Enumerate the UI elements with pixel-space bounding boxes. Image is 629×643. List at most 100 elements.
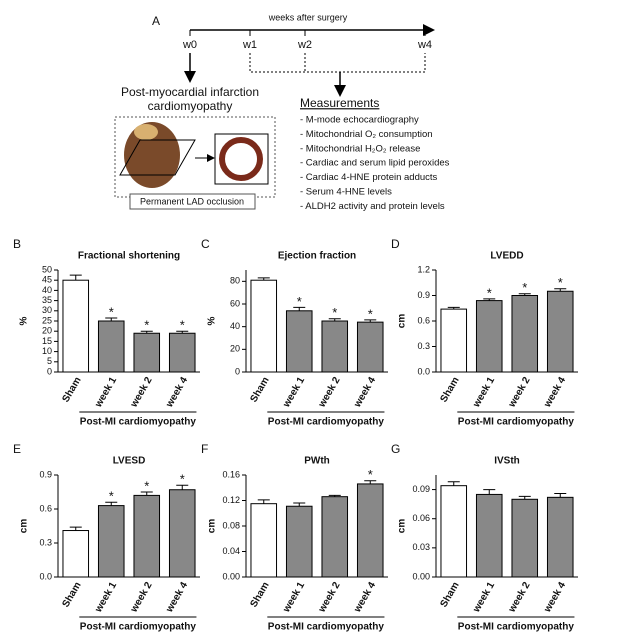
error-bar: [483, 489, 496, 495]
x-tick-label: Sham: [438, 375, 461, 404]
y-tick-label: 0.0: [417, 366, 430, 376]
y-tick-label: 80: [230, 276, 240, 286]
error-bar: [105, 501, 118, 506]
y-tick-label: 0.06: [412, 513, 430, 523]
bar: [440, 308, 468, 373]
x-tick-label: week 4: [352, 375, 379, 410]
y-tick-label: 0.3: [417, 341, 430, 351]
y-tick-label: 0.00: [222, 571, 240, 581]
error-bar: [176, 484, 189, 490]
y-tick-label: 0.9: [39, 469, 52, 479]
panel-letter: G: [391, 442, 400, 456]
error-bar: [176, 330, 189, 334]
bar: [356, 321, 384, 373]
bar: [285, 505, 313, 578]
x-tick-label: Sham: [60, 580, 83, 609]
heart-image: [124, 122, 180, 188]
x-tick-label: week 1: [281, 375, 308, 410]
error-bar: [447, 306, 460, 310]
bar: [356, 483, 384, 578]
error-bar: [257, 499, 270, 504]
bar: [285, 310, 313, 373]
y-tick-label: 0.9: [417, 290, 430, 300]
measurement-item: - Cardiac 4-HNE protein adducts: [300, 172, 438, 183]
y-tick-label: 0.6: [39, 503, 52, 513]
y-tick-label: 20: [230, 344, 240, 354]
timepoint: w1: [242, 39, 257, 51]
timepoint: w0: [182, 39, 197, 51]
y-tick-label: 0.08: [222, 520, 240, 530]
measurements-title: Measurements: [300, 96, 379, 110]
significance-star: *: [368, 306, 373, 321]
bar: [62, 279, 90, 373]
y-axis-label: %: [19, 316, 30, 325]
panel-a: A weeks after surgery w0 w1 w2 w4 Post-m…: [114, 12, 450, 212]
y-tick-label: 0.0: [39, 571, 52, 581]
y-tick-label: 0: [235, 366, 240, 376]
y-tick-label: 5: [47, 356, 52, 366]
bar: [250, 503, 278, 578]
error-bar: [364, 480, 377, 484]
y-tick-label: 40: [230, 321, 240, 331]
y-tick-label: 45: [42, 275, 52, 285]
y-tick-label: 30: [42, 305, 52, 315]
panel-letter: C: [201, 237, 210, 251]
x-tick-label: week 1: [281, 580, 308, 615]
y-tick-label: 15: [42, 336, 52, 346]
error-bar: [140, 491, 153, 496]
measurement-item: - M-mode echocardiography: [300, 115, 419, 126]
x-tick-label: Sham: [248, 580, 271, 609]
significance-star: *: [558, 275, 563, 290]
panel-letter: D: [391, 237, 400, 251]
error-bar: [364, 319, 377, 323]
error-bar: [554, 288, 567, 292]
error-bar: [293, 502, 306, 507]
x-tick-label: week 2: [316, 375, 343, 410]
y-axis-label: cm: [397, 314, 408, 329]
panel-letter: A: [152, 14, 160, 28]
y-axis-label: cm: [19, 519, 30, 534]
group-label: Post-MI cardiomyopathy: [80, 622, 197, 633]
significance-star: *: [368, 467, 373, 482]
bar: [97, 320, 125, 373]
x-tick-label: week 4: [164, 375, 191, 410]
x-tick-label: week 4: [542, 375, 569, 410]
x-tick-label: week 4: [542, 580, 569, 615]
error-bar: [140, 330, 153, 334]
measurement-item: - Cardiac and serum lipid peroxides: [300, 158, 450, 169]
chart-title: LVESD: [113, 456, 146, 467]
x-tick-label: week 1: [471, 375, 498, 410]
x-tick-label: week 2: [128, 375, 155, 410]
chart-title: Ejection fraction: [278, 251, 356, 262]
error-bar: [554, 492, 567, 498]
chart-title: LVEDD: [490, 251, 523, 262]
x-tick-label: week 2: [506, 375, 533, 410]
error-bar: [293, 306, 306, 311]
y-tick-label: 25: [42, 315, 52, 325]
bar: [62, 530, 90, 578]
group-label: Post-MI cardiomyopathy: [268, 622, 385, 633]
bar: [250, 279, 278, 373]
significance-star: *: [297, 294, 302, 309]
x-tick-label: Sham: [438, 580, 461, 609]
measurement-item: - ALDH2 activity and protein levels: [300, 201, 445, 212]
y-tick-label: 50: [42, 264, 52, 274]
y-axis-label: %: [207, 316, 218, 325]
x-tick-label: week 2: [506, 580, 533, 615]
error-bar: [447, 481, 460, 486]
bar: [133, 332, 161, 373]
error-bar: [105, 317, 118, 321]
model-title: Post-myocardial infarction: [121, 85, 259, 99]
y-tick-label: 10: [42, 346, 52, 356]
bar: [546, 496, 574, 578]
x-tick-label: Sham: [60, 375, 83, 404]
group-label: Post-MI cardiomyopathy: [458, 622, 575, 633]
x-tick-label: Sham: [248, 375, 271, 404]
measurement-item: - Mitochondrial H₂O₂ release: [300, 143, 420, 154]
y-tick-label: 0.09: [412, 484, 430, 494]
bar: [475, 493, 503, 578]
bar: [97, 505, 125, 578]
error-bar: [518, 495, 531, 500]
